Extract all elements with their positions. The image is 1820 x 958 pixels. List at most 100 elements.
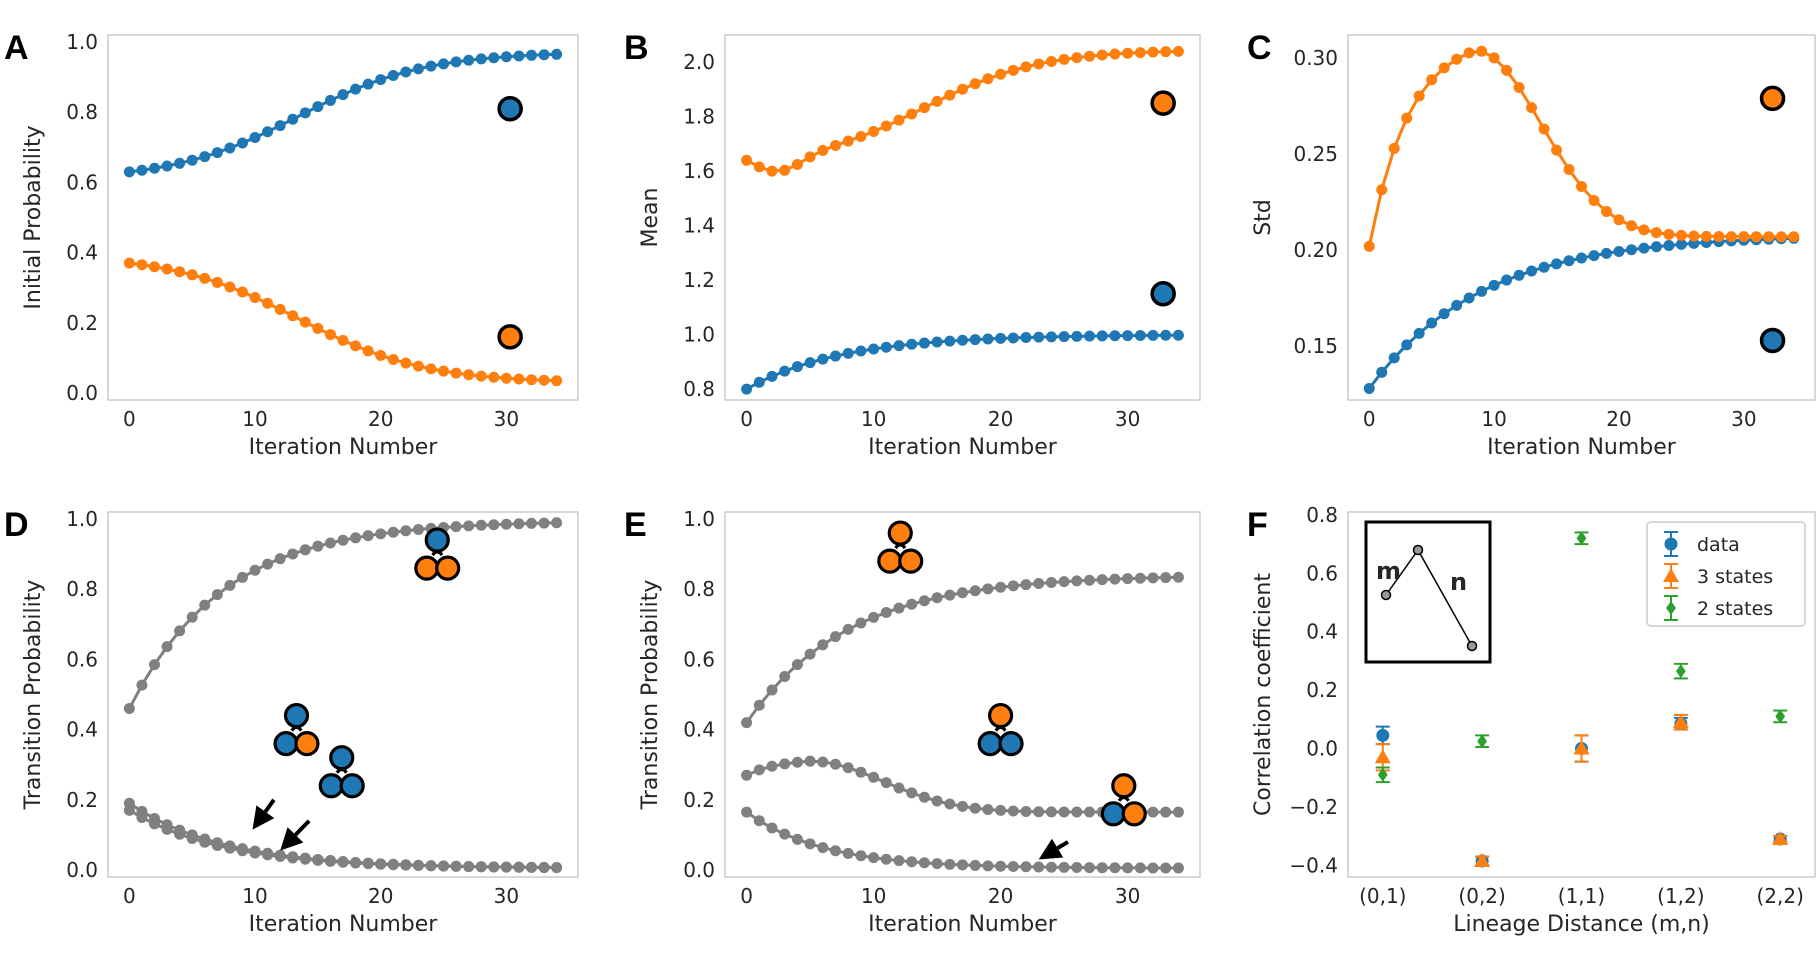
y-tick-label: 1.0: [66, 30, 98, 54]
data-point: [274, 303, 286, 315]
data-point: [1526, 102, 1538, 114]
data-point: [842, 347, 854, 359]
data-point: [855, 617, 867, 629]
data-point: [299, 544, 311, 556]
y-tick-label: 1.0: [683, 323, 715, 347]
data-point: [842, 847, 854, 859]
data-point: [1363, 382, 1375, 394]
series-state-2: [1363, 45, 1800, 252]
data-point: [880, 120, 892, 132]
marker-diamond: [1576, 531, 1587, 546]
data-point: [375, 528, 387, 540]
data-point: [906, 787, 918, 799]
panel-A: A 0 10 20 30 0.0 0.2 0.4 0.6 0.8 1.0 Iteration Numb…: [4, 29, 579, 460]
series-blue-to-blue-blue: [123, 804, 563, 874]
data-point: [1071, 861, 1083, 873]
division-glyph-D-1: [273, 702, 320, 757]
data-point: [995, 68, 1007, 80]
data-point: [1033, 577, 1045, 589]
data-point: [1526, 265, 1538, 277]
data-point: [375, 858, 387, 870]
data-point: [287, 310, 299, 322]
data-point: [944, 798, 956, 810]
data-point: [1020, 805, 1032, 817]
data-point: [199, 836, 211, 848]
data-point: [1147, 46, 1159, 58]
data-point: [1147, 862, 1159, 874]
y-axis-label: Correlation coefficient: [1251, 573, 1276, 816]
data-point: [1563, 255, 1575, 267]
data-point: [855, 850, 867, 862]
data-point: [123, 257, 135, 269]
y-tick-label: 0.20: [1293, 238, 1338, 262]
data-point: [1172, 329, 1184, 341]
data-point: [1109, 573, 1121, 585]
data-point: [1147, 806, 1159, 818]
x-axis-label: Lineage Distance (m,n): [1453, 912, 1710, 937]
data-point: [337, 856, 349, 868]
data-point: [387, 526, 399, 538]
data-point: [1172, 862, 1184, 874]
data-point: [1109, 330, 1121, 342]
data-point: [880, 606, 892, 618]
data-point: [450, 860, 462, 872]
x-axis-label: Iteration Number: [1487, 435, 1677, 460]
data-point: [274, 553, 286, 565]
data-point: [893, 340, 905, 352]
x-tick-label: 0: [1363, 407, 1376, 431]
data-point: [224, 842, 236, 854]
data-point: [362, 78, 374, 90]
data-point: [1638, 224, 1650, 236]
data-point: [1160, 806, 1172, 818]
data-point: [817, 756, 829, 768]
data-point: [526, 861, 538, 873]
parent-cell-orange: [1111, 773, 1137, 799]
series-blue-to-orange-orange: [123, 517, 563, 715]
data-point: [262, 558, 274, 570]
data-point: [463, 520, 475, 532]
division-glyph-E-0: [877, 520, 924, 574]
data-point: [969, 78, 981, 90]
x-tick-label: 10: [242, 407, 267, 431]
data-point: [211, 839, 223, 851]
data-point: [475, 861, 487, 873]
data-point: [829, 845, 841, 857]
data-point: [1084, 574, 1096, 586]
data-point: [299, 107, 311, 119]
data-point: [262, 126, 274, 138]
x-tick-label: 30: [494, 884, 519, 908]
data-point: [1488, 279, 1500, 291]
data-point: [880, 777, 892, 789]
data-point: [161, 641, 173, 653]
data-point: [741, 717, 753, 729]
data-point: [1438, 62, 1450, 74]
data-point: [1096, 330, 1108, 342]
data-point: [463, 54, 475, 66]
x-axis-label: Iteration Number: [868, 435, 1058, 460]
data-point: [148, 162, 160, 174]
series-state-1: [741, 329, 1184, 395]
y-tick-label: 0.8: [683, 377, 715, 401]
data-point: [1147, 572, 1159, 584]
data-point: [944, 589, 956, 601]
data-point: [463, 861, 475, 873]
data-point: [488, 861, 500, 873]
data-point: [918, 857, 930, 869]
data-point: [880, 341, 892, 353]
data-point: [1426, 74, 1438, 86]
data-point: [488, 519, 500, 531]
data-point: [1071, 330, 1083, 342]
y-tick-label: 2.0: [683, 50, 715, 74]
data-point: [262, 297, 274, 309]
data-point: [400, 859, 412, 871]
data-point: [1725, 231, 1737, 243]
data-point: [538, 49, 550, 61]
series-orange-to-blue-orange: [741, 806, 1184, 874]
data-point: [400, 66, 412, 78]
data-point: [969, 585, 981, 597]
data-point: [1084, 50, 1096, 62]
data-point: [1738, 231, 1750, 243]
data-point: [1638, 242, 1650, 254]
y-axis-label: Transition Probability: [21, 580, 46, 811]
parent-cell-orange: [988, 702, 1014, 729]
